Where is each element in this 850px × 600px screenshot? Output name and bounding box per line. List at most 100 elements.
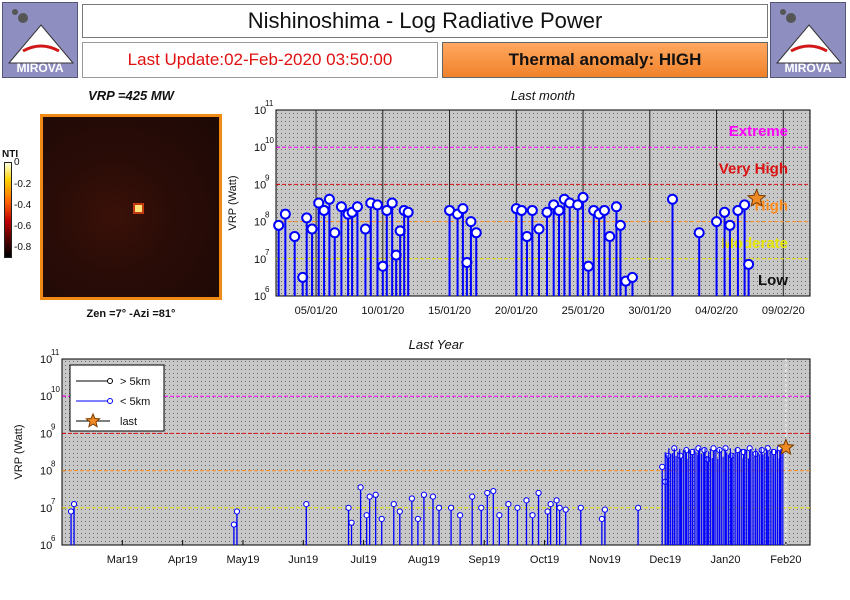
y-tick-exponent: 6 [265, 285, 270, 294]
data-point [457, 203, 469, 215]
y-tick-label: 10 [254, 179, 266, 191]
data-point [359, 223, 371, 235]
data-point [577, 191, 589, 203]
data-point [396, 508, 403, 515]
colorbar-tick: 0 [14, 157, 20, 168]
y-axis-label: VRP (Watt) [13, 424, 25, 479]
data-point [535, 489, 542, 497]
data-point [279, 208, 291, 220]
y-tick-label: 10 [40, 503, 52, 515]
thermal-anomaly-badge: Thermal anomaly: HIGH [442, 42, 768, 78]
y-tick-exponent: 10 [265, 136, 274, 145]
data-point [541, 206, 553, 218]
data-point [70, 500, 78, 508]
data-point [526, 204, 538, 216]
y-tick-exponent: 6 [51, 534, 56, 543]
y-tick-exponent: 10 [51, 385, 60, 394]
x-tick-label: Jan20 [711, 554, 741, 566]
x-tick-label: 10/01/20 [361, 305, 404, 317]
data-point [465, 216, 477, 228]
x-tick-label: Oct19 [530, 554, 559, 566]
chart-title: Last Year [409, 337, 464, 352]
data-point [470, 227, 482, 239]
data-point [739, 199, 751, 211]
y-tick-exponent: 7 [265, 248, 270, 257]
data-point [746, 445, 753, 452]
data-point [301, 212, 313, 224]
y-tick-exponent: 9 [51, 422, 56, 431]
y-tick-label: 10 [254, 105, 266, 117]
data-point [523, 497, 530, 504]
chart-title: Last month [511, 88, 575, 103]
data-point [732, 204, 744, 216]
data-point [634, 504, 642, 511]
x-tick-label: Feb20 [770, 554, 801, 566]
level-label: Extreme [729, 123, 788, 140]
data-point [408, 495, 415, 502]
x-tick-label: May19 [226, 554, 259, 566]
data-point [372, 491, 379, 498]
data-point [357, 484, 364, 491]
data-point [544, 508, 551, 515]
y-axis-label: VRP (Watt) [227, 175, 239, 230]
data-point [582, 260, 594, 272]
data-point [514, 504, 521, 511]
logo-text: MIROVA [16, 61, 64, 75]
legend-marker [107, 398, 113, 404]
last-star-marker [746, 188, 767, 207]
data-point [719, 206, 731, 218]
y-tick-exponent: 11 [51, 348, 60, 357]
mirova-logo-right: MIROVA [770, 2, 846, 78]
level-label: Very High [719, 160, 788, 177]
data-point [329, 227, 341, 239]
legend-label: < 5km [120, 396, 150, 408]
data-point [273, 219, 285, 231]
level-label: Low [758, 272, 788, 289]
x-tick-label: 20/01/20 [495, 305, 538, 317]
data-point [758, 447, 765, 454]
data-point [529, 512, 536, 519]
x-tick-label: Sep19 [468, 554, 500, 566]
data-point [67, 508, 75, 515]
colorbar-tick: -0.8 [14, 242, 32, 253]
x-tick-label: Apr19 [168, 554, 197, 566]
data-point [553, 497, 560, 504]
data-point [533, 223, 545, 235]
data-point [556, 504, 563, 511]
data-point [447, 504, 455, 511]
y-tick-label: 10 [40, 391, 52, 403]
data-point [547, 500, 554, 508]
data-point [233, 508, 241, 515]
chart-legend: > 5km < 5km last [69, 364, 165, 432]
data-point [289, 230, 301, 242]
data-point [335, 201, 347, 213]
y-tick-exponent: 11 [265, 99, 274, 108]
x-tick-label: Aug19 [408, 554, 440, 566]
data-point [371, 199, 383, 211]
data-point [764, 445, 771, 452]
zen-azi-label: Zen =7° -Azi =81° [86, 308, 176, 320]
data-point [601, 506, 609, 513]
data-point [614, 219, 626, 231]
x-tick-label: 30/01/20 [628, 305, 671, 317]
data-point [516, 204, 528, 216]
data-point [695, 445, 702, 452]
y-tick-exponent: 7 [51, 497, 56, 506]
data-point [496, 512, 503, 519]
data-point [457, 512, 464, 519]
data-point [521, 230, 533, 242]
level-label: Moderate [721, 235, 788, 252]
data-point [306, 223, 318, 235]
x-tick-label: Jul19 [350, 554, 376, 566]
data-point [577, 504, 584, 511]
x-tick-label: Nov19 [589, 554, 621, 566]
x-tick-label: Mar19 [107, 554, 138, 566]
data-point [390, 500, 397, 508]
data-point [386, 197, 398, 209]
y-tick-exponent: 9 [265, 173, 270, 182]
data-point [323, 193, 335, 205]
data-point [659, 463, 666, 470]
data-point [693, 227, 705, 239]
y-tick-exponent: 8 [265, 211, 270, 220]
